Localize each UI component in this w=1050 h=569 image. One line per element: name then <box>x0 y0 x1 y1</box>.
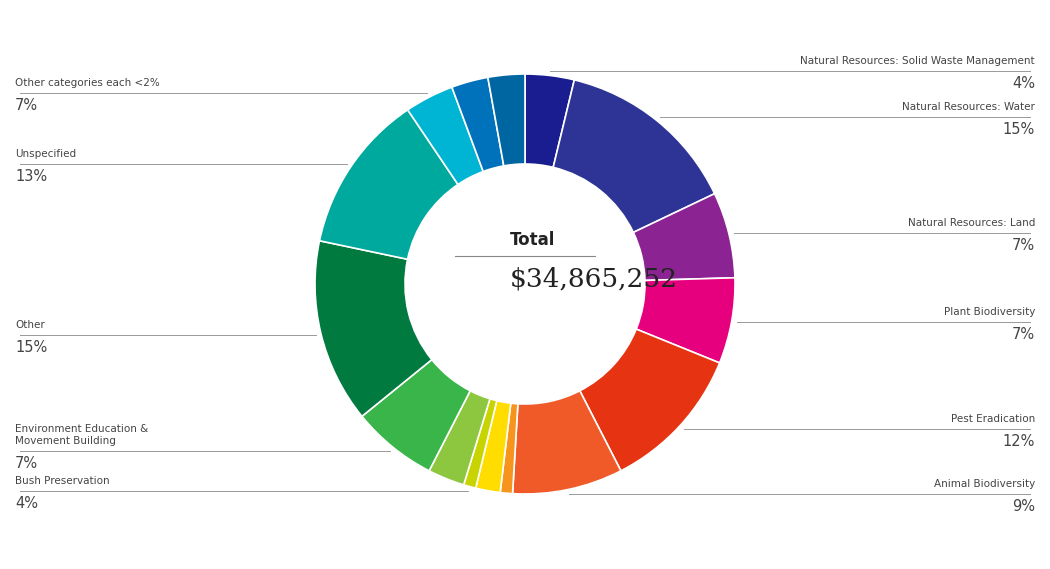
Text: $34,865,252: $34,865,252 <box>510 266 678 291</box>
Wedge shape <box>315 241 432 417</box>
Wedge shape <box>580 329 719 471</box>
Text: Unspecified: Unspecified <box>15 149 76 159</box>
Wedge shape <box>512 391 621 494</box>
Text: Other: Other <box>15 320 45 329</box>
Text: 7%: 7% <box>1012 238 1035 254</box>
Wedge shape <box>429 391 490 485</box>
Wedge shape <box>500 403 518 494</box>
Wedge shape <box>488 74 525 166</box>
Text: 7%: 7% <box>1012 327 1035 342</box>
Wedge shape <box>633 193 735 281</box>
Wedge shape <box>319 110 458 259</box>
Text: Bush Preservation: Bush Preservation <box>15 476 109 486</box>
Text: 7%: 7% <box>15 98 38 113</box>
Text: Environment Education &
Movement Building: Environment Education & Movement Buildin… <box>15 424 148 446</box>
Wedge shape <box>407 87 483 184</box>
Wedge shape <box>464 399 497 488</box>
Text: 15%: 15% <box>15 340 47 354</box>
Text: 7%: 7% <box>15 456 38 471</box>
Text: Pest Eradication: Pest Eradication <box>950 414 1035 424</box>
Wedge shape <box>636 278 735 363</box>
Text: 15%: 15% <box>1003 122 1035 137</box>
Wedge shape <box>362 360 470 471</box>
Text: 9%: 9% <box>1012 500 1035 514</box>
Text: Animal Biodiversity: Animal Biodiversity <box>933 480 1035 489</box>
Text: Natural Resources: Water: Natural Resources: Water <box>902 102 1035 112</box>
Text: 4%: 4% <box>15 496 38 512</box>
Wedge shape <box>553 80 715 232</box>
Text: 12%: 12% <box>1003 434 1035 449</box>
Text: Natural Resources: Land: Natural Resources: Land <box>907 218 1035 229</box>
Text: 4%: 4% <box>1012 76 1035 90</box>
Text: Natural Resources: Solid Waste Management: Natural Resources: Solid Waste Managemen… <box>800 56 1035 65</box>
Text: Total: Total <box>510 231 555 249</box>
Wedge shape <box>452 77 504 171</box>
Text: Other categories each <2%: Other categories each <2% <box>15 78 160 88</box>
Text: Plant Biodiversity: Plant Biodiversity <box>944 307 1035 317</box>
Wedge shape <box>525 74 574 167</box>
Wedge shape <box>476 401 510 493</box>
Text: 13%: 13% <box>15 169 47 184</box>
